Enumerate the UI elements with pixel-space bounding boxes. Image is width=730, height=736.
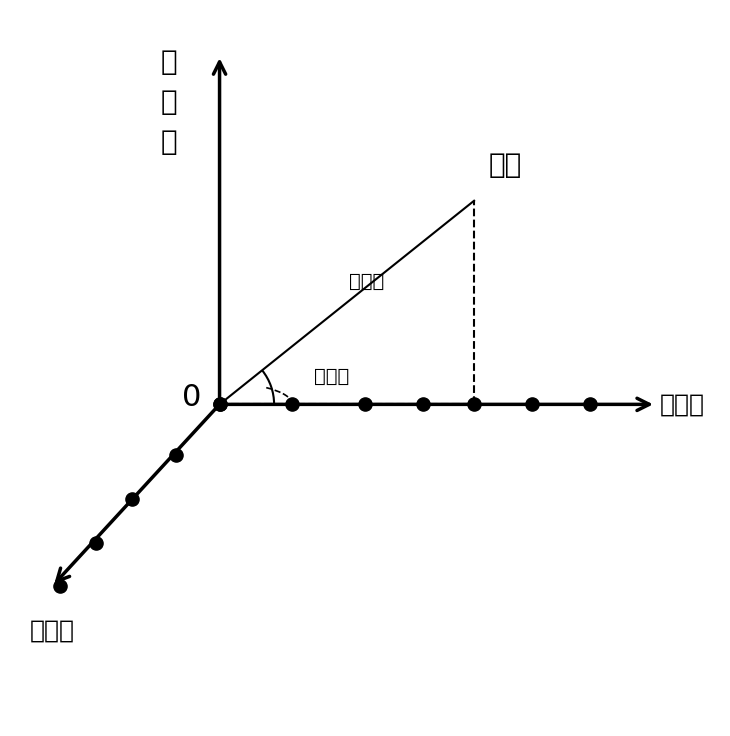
Text: 0: 0 [182,383,201,411]
Point [585,398,596,410]
Text: 横坐标: 横坐标 [659,392,704,417]
Text: 竖: 竖 [161,48,177,76]
Point [286,398,298,410]
Point [526,398,538,410]
Point [54,580,66,592]
Text: 俧仰角: 俧仰角 [349,272,384,291]
Point [90,537,101,548]
Text: 信源: 信源 [488,151,522,179]
Point [214,398,226,410]
Point [418,398,429,410]
Text: 标: 标 [161,128,177,156]
Point [126,493,138,505]
Point [214,398,226,410]
Point [170,450,182,461]
Text: 方位角: 方位角 [314,367,350,386]
Point [468,398,480,410]
Text: 坐: 坐 [161,88,177,116]
Text: 纵坐标: 纵坐标 [30,619,74,643]
Point [359,398,371,410]
